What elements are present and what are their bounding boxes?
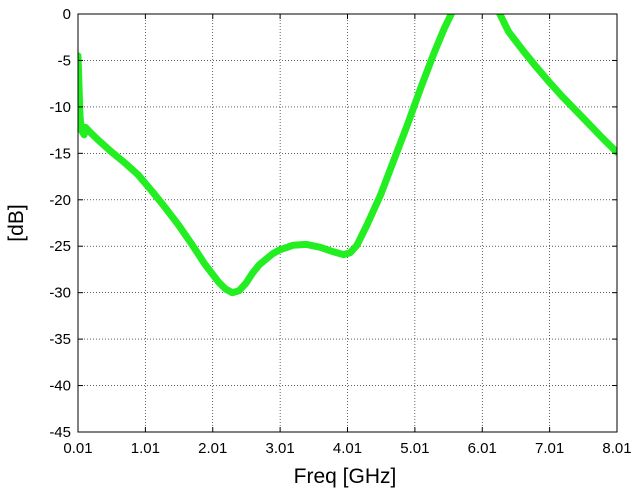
- x-tick-label: 8.01: [602, 440, 631, 457]
- y-tick-label: -25: [49, 238, 71, 255]
- y-tick-label: -35: [49, 331, 71, 348]
- x-tick-label: 5.01: [400, 440, 429, 457]
- x-tick-label: 2.01: [198, 440, 227, 457]
- y-tick-label: -20: [49, 192, 71, 209]
- x-tick-labels: 0.01 1.01 2.01 3.01 4.01 5.01 6.01 7.01 8.01: [63, 440, 631, 457]
- y-tick-label: -40: [49, 378, 71, 395]
- y-tick-label: -5: [58, 52, 71, 69]
- y-tick-label: -45: [49, 424, 71, 441]
- x-tick-label: 7.01: [535, 440, 564, 457]
- ticks: [77, 13, 618, 433]
- x-tick-label: 6.01: [468, 440, 497, 457]
- x-axis-title: Freq [GHz]: [294, 465, 397, 488]
- x-tick-label: 1.01: [131, 440, 160, 457]
- x-tick-label: 3.01: [266, 440, 295, 457]
- y-tick-label: -15: [49, 145, 71, 162]
- y-tick-label: 0: [63, 6, 71, 23]
- plot-background: [78, 14, 617, 432]
- y-tick-label: -10: [49, 99, 71, 116]
- y-axis-title: [dB]: [5, 204, 28, 241]
- y-tick-label: -30: [49, 285, 71, 302]
- x-tick-label: 0.01: [63, 440, 92, 457]
- series-layer: [78, 14, 617, 297]
- series-line-1: [78, 14, 455, 297]
- x-tick-label: 4.01: [333, 440, 362, 457]
- y-tick-labels: 0 -5 -10 -15 -20 -25 -30 -35 -40 -45: [49, 6, 71, 441]
- series-line-2: [496, 14, 617, 156]
